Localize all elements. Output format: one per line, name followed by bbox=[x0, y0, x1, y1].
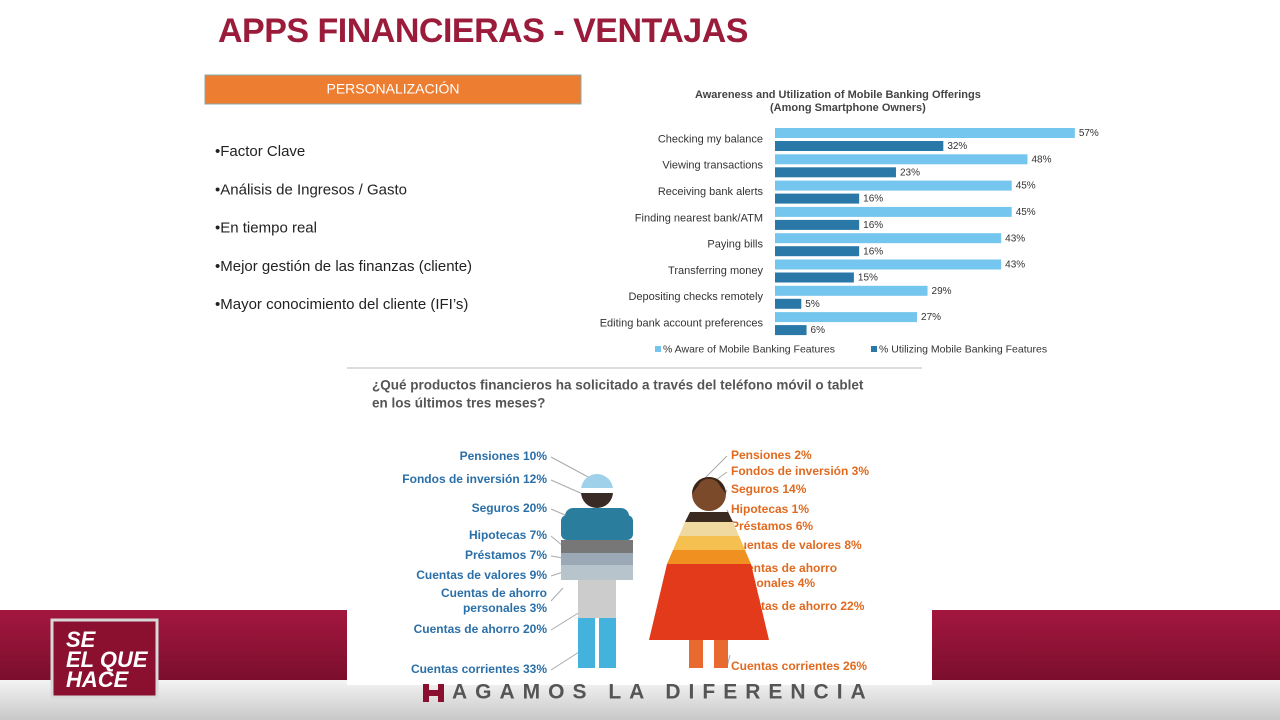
category-label: Transferring money bbox=[668, 265, 763, 277]
infographic-title: en los últimos tres meses? bbox=[372, 396, 545, 411]
infographic-label: Préstamos 6% bbox=[731, 519, 813, 533]
bar bbox=[775, 285, 928, 296]
infographic-label: Cuentas de ahorro bbox=[441, 586, 547, 600]
bar bbox=[775, 219, 860, 230]
infographic-label: Hipotecas 7% bbox=[469, 528, 547, 542]
value-label: 27% bbox=[921, 312, 941, 323]
legend-swatch bbox=[655, 346, 661, 352]
bar bbox=[775, 312, 918, 323]
value-label: 16% bbox=[863, 220, 883, 231]
category-label: Editing bank account preferences bbox=[600, 318, 764, 330]
leader-line bbox=[704, 455, 728, 479]
category-label: Paying bills bbox=[707, 239, 763, 251]
bullet: •Análisis de Ingresos / Gasto bbox=[215, 181, 407, 198]
logo-text: SE bbox=[66, 627, 97, 652]
infographic-label: Pensiones 2% bbox=[731, 448, 812, 462]
category-label: Viewing transactions bbox=[662, 160, 763, 172]
bar bbox=[775, 206, 1012, 217]
infographic-label: Cuentas de valores 8% bbox=[731, 538, 862, 552]
category-label: Receiving bank alerts bbox=[658, 186, 764, 198]
value-label: 5% bbox=[805, 299, 820, 310]
logo-text: HACE bbox=[66, 667, 130, 692]
slide-title: APPS FINANCIERAS - VENTAJAS bbox=[218, 12, 748, 50]
value-label: 45% bbox=[1016, 181, 1036, 192]
bar bbox=[775, 180, 1012, 191]
bar bbox=[775, 141, 944, 151]
bar bbox=[775, 233, 1002, 244]
man-figure bbox=[561, 474, 633, 668]
value-label: 57% bbox=[1079, 128, 1099, 139]
infographic-label: Cuentas de ahorro 22% bbox=[731, 599, 865, 613]
bar bbox=[775, 167, 896, 178]
leader-line bbox=[550, 611, 581, 631]
value-label: 45% bbox=[1016, 207, 1036, 218]
value-label: 32% bbox=[947, 141, 967, 152]
footer-icon bbox=[423, 684, 444, 702]
infographic-label: Cuentas de ahorro bbox=[731, 561, 837, 575]
category-label: Finding nearest bank/ATM bbox=[635, 212, 763, 224]
footer-text: AGAMOS LA DIFERENCIA bbox=[452, 681, 874, 704]
logo-text: EL QUE bbox=[66, 647, 149, 672]
leader-line bbox=[550, 456, 591, 479]
value-label: 16% bbox=[863, 246, 883, 257]
value-label: 43% bbox=[1005, 233, 1025, 244]
value-label: 15% bbox=[858, 273, 878, 284]
chart-title: Awareness and Utilization of Mobile Bank… bbox=[695, 89, 981, 101]
footer-base bbox=[0, 680, 1280, 720]
infographic-label: Fondos de inversión 3% bbox=[731, 464, 869, 478]
logo-box bbox=[50, 618, 159, 699]
category-label: Checking my balance bbox=[658, 133, 763, 145]
bar bbox=[775, 325, 807, 336]
bar bbox=[775, 154, 1028, 165]
infographic-title: ¿Qué productos financieros ha solicitado… bbox=[372, 378, 864, 393]
bar bbox=[775, 246, 860, 257]
value-label: 43% bbox=[1005, 260, 1025, 271]
infographic-label: Cuentas de ahorro 20% bbox=[414, 622, 548, 636]
legend-label: % Utilizing Mobile Banking Features bbox=[879, 343, 1047, 355]
bullet: •Mayor conocimiento del cliente (IFI’s) bbox=[215, 296, 468, 313]
infographic-label: Seguros 20% bbox=[472, 501, 548, 515]
infographic-label: Fondos de inversión 12% bbox=[402, 472, 547, 486]
infographic-label: Cuentas corrientes 33% bbox=[411, 662, 547, 676]
category-label: Depositing checks remotely bbox=[628, 291, 763, 303]
value-label: 23% bbox=[900, 167, 920, 178]
chart-subtitle: (Among Smartphone Owners) bbox=[770, 102, 926, 114]
bar bbox=[775, 259, 1002, 270]
section-box bbox=[204, 74, 582, 105]
infographic-label: Préstamos 7% bbox=[465, 548, 547, 562]
bullet: •Factor Clave bbox=[215, 143, 305, 160]
value-label: 16% bbox=[863, 194, 883, 205]
woman-figure bbox=[649, 477, 769, 668]
value-label: 6% bbox=[811, 325, 826, 336]
value-label: 29% bbox=[932, 286, 952, 297]
infographic-label: Cuentas corrientes 26% bbox=[731, 659, 867, 673]
bar bbox=[775, 272, 854, 283]
infographic-label: Pensiones 10% bbox=[460, 449, 548, 463]
infographic-bg bbox=[347, 367, 932, 685]
infographic-label: Hipotecas 1% bbox=[731, 502, 809, 516]
bullet: •En tiempo real bbox=[215, 220, 317, 237]
infographic-label: Seguros 14% bbox=[731, 482, 807, 496]
bar bbox=[775, 128, 1075, 138]
leader-line bbox=[550, 508, 566, 516]
bar bbox=[775, 298, 802, 309]
legend-label: % Aware of Mobile Banking Features bbox=[663, 343, 835, 355]
infographic-label: Cuentas de valores 9% bbox=[416, 568, 547, 582]
bullet: •Mejor gestión de las finanzas (cliente) bbox=[215, 258, 472, 275]
value-label: 48% bbox=[1031, 154, 1051, 165]
leader-line bbox=[550, 479, 586, 496]
infographic-label: personales 3% bbox=[463, 601, 547, 615]
legend-swatch bbox=[871, 346, 877, 352]
leader-line bbox=[550, 587, 564, 602]
section-label: PERSONALIZACIÓN bbox=[326, 81, 459, 97]
bar bbox=[775, 193, 860, 204]
